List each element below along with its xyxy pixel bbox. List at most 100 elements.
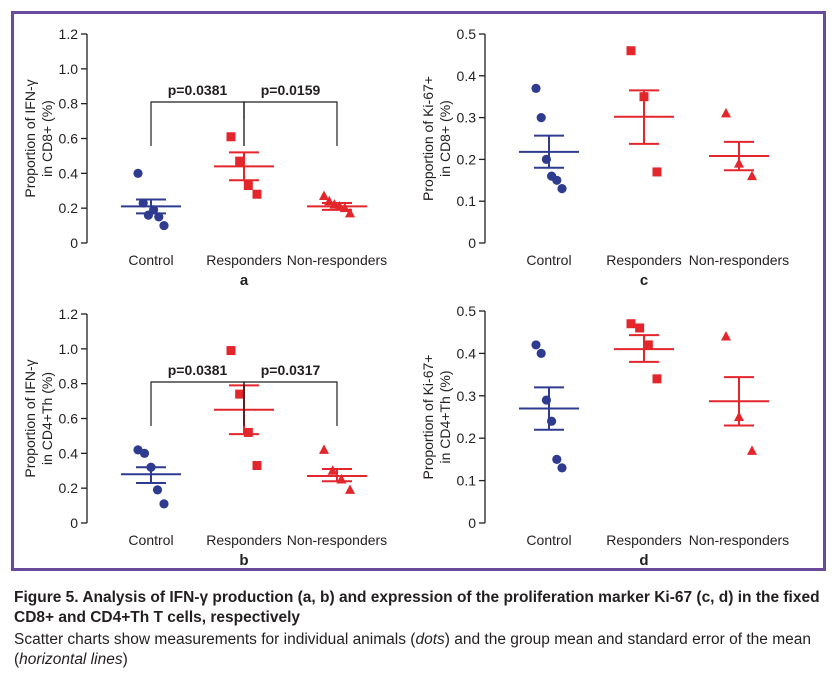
y-tick-label: 1.2 [59,26,79,42]
data-point [154,212,164,222]
data-point [235,156,245,166]
x-category-label: Responders [206,532,282,548]
data-point [643,340,653,350]
y-tick-label: 0.3 [457,388,477,404]
y-tick-label: 0 [468,515,476,531]
y-tick-label: 0.3 [457,110,477,126]
data-point [226,346,236,356]
y-tick-label: 0.1 [457,193,477,209]
y-axis-label: Proportion of Ki-67+ [420,76,436,201]
y-tick-label: 0.8 [59,96,79,112]
x-category-label: Responders [606,252,682,268]
data-point [159,220,169,231]
y-axis-label: in CD4+Th (%) [437,371,453,464]
significance-bracket [243,381,338,426]
panel-label: d [639,552,648,569]
caption-description: Scatter charts show measurements for ind… [14,630,829,670]
x-category-label: Control [128,252,173,268]
chart-panel-a: 0 0.2 0.4 0.6 0.8 1.0 1.2 Proportion of IFN-γ in… [22,26,387,289]
data-point [652,167,662,177]
y-tick-label: 0.6 [59,131,79,147]
data-point [747,170,757,181]
chart-panel-b: 0 0.2 0.4 0.6 0.8 1.0 1.2 Proportion of IFN-γ in… [22,306,387,569]
x-category-label: Responders [606,532,682,548]
y-tick-label: 0.2 [457,151,477,167]
x-category-label: Non-responders [287,532,387,548]
significance-bracket [243,101,338,146]
caption-emphasis: dots [415,631,445,648]
data-point [319,190,329,200]
data-point [252,461,262,471]
data-point [345,207,355,218]
data-point [235,389,245,399]
panel-label: a [240,272,249,289]
x-category-label: Control [128,532,173,548]
data-point [721,107,731,118]
y-tick-label: 0.6 [59,411,79,427]
y-tick-label: 1.0 [59,341,79,357]
caption-text: Scatter charts show measurements for ind… [14,631,416,648]
data-point [536,348,546,358]
y-axis-label: in CD4+Th (%) [39,372,55,465]
y-axis-label: in CD8+ (%) [39,100,55,177]
data-point [243,427,253,437]
y-tick-label: 0 [70,235,78,251]
data-point [747,445,757,455]
x-category-label: Responders [206,252,282,268]
y-axis-label: in CD8+ (%) [437,100,453,177]
data-point [159,499,169,509]
y-tick-label: 0.4 [457,345,477,361]
data-point [635,323,645,333]
y-tick-label: 0.2 [59,200,79,216]
data-point [536,113,546,123]
y-tick-label: 0.4 [457,68,477,84]
data-point [652,374,662,384]
y-tick-label: 0 [70,515,78,531]
data-point [552,454,562,464]
data-point [557,463,567,473]
panel-label: c [640,272,648,289]
data-point [345,484,355,494]
data-point [626,319,636,329]
data-point [133,168,143,178]
significance-bracket [150,381,245,426]
x-category-label: Non-responders [689,532,789,548]
x-category-label: Non-responders [689,252,789,268]
caption-text: ) [122,651,128,668]
y-tick-label: 1.0 [59,61,79,77]
data-point [721,330,731,341]
caption-title: Figure 5. Analysis of IFN-γ production (… [14,589,820,626]
data-point [531,83,541,93]
p-value-label: p=0.0159 [261,82,321,98]
y-tick-label: 0.5 [457,303,477,319]
y-axis-label: Proportion of IFN-γ [22,79,38,197]
x-category-label: Control [526,252,571,268]
y-axis-label: Proportion of Ki-67+ [420,355,436,480]
y-tick-label: 0 [468,235,476,251]
y-tick-label: 0.2 [457,430,477,446]
p-value-label: p=0.0317 [261,362,321,378]
y-tick-label: 0.1 [457,473,477,489]
data-point [139,448,150,458]
data-point [138,198,148,208]
y-tick-label: 0.8 [59,376,79,392]
chart-panel-c: 0 0.1 0.2 0.3 0.4 0.5 Proportion of Ki-67+ in C… [420,26,789,289]
y-tick-label: 0.5 [457,26,477,42]
p-value-label: p=0.0381 [168,362,228,378]
data-point [152,485,163,495]
panel-label: b [239,552,248,569]
y-tick-label: 0.2 [59,480,79,496]
figure-frame: 0 0.2 0.4 0.6 0.8 1.0 1.2 Proportion of IFN-γ in… [11,11,826,571]
caption-text: ) and the group mean and standard error … [14,631,811,668]
x-category-label: Control [526,532,571,548]
p-value-label: p=0.0381 [168,82,228,98]
y-tick-label: 1.2 [59,306,79,322]
y-axis-label: Proportion of IFN-γ [22,359,38,477]
caption-emphasis: horizontal lines [19,651,123,668]
data-point [531,340,541,350]
data-point [252,189,262,199]
y-tick-label: 0.4 [59,445,79,461]
data-point [226,132,236,142]
y-tick-label: 0.4 [59,165,79,181]
